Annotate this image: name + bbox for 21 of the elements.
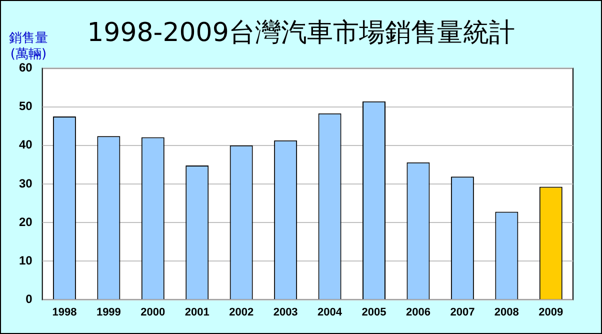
x-tick-label: 2007 xyxy=(450,306,475,318)
x-tick-label: 2004 xyxy=(318,306,343,318)
x-tick-label: 2000 xyxy=(140,306,166,318)
y-tick-label: 40 xyxy=(18,138,33,152)
x-tick-label: 2001 xyxy=(184,306,210,318)
x-tick-label: 2002 xyxy=(229,306,254,318)
y-tick-label: 50 xyxy=(18,99,33,114)
x-tick-label: 2006 xyxy=(406,306,430,318)
y-tick-label: 60 xyxy=(18,60,33,75)
y-tick-label: 30 xyxy=(18,176,33,190)
y-axis-title: 銷售量 (萬輛) xyxy=(9,31,48,63)
chart-title: 1998-2009台灣汽車市場銷售量統計 xyxy=(87,18,515,48)
x-tick-label: 2009 xyxy=(538,306,564,318)
y-tick-label: 10 xyxy=(18,254,33,268)
y-tick-label: 0 xyxy=(26,292,33,306)
x-tick-label: 2005 xyxy=(362,306,386,318)
x-tick-label: 2003 xyxy=(273,306,298,318)
x-tick-label: 1999 xyxy=(96,306,121,318)
x-tick-label: 1998 xyxy=(52,306,77,318)
y-tick-label: 20 xyxy=(18,214,33,229)
x-tick-label: 2008 xyxy=(494,306,519,318)
